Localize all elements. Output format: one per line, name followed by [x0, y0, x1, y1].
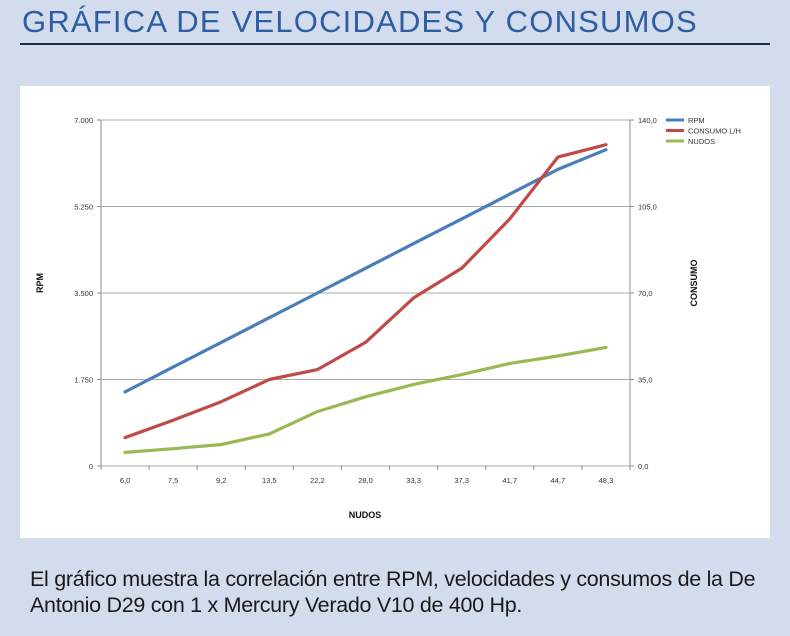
y2-tick-label: 105,0 [638, 203, 657, 212]
legend-label: NUDOS [688, 137, 715, 146]
y2-axis-title: CONSUMO [689, 260, 699, 307]
y-axis-title: RPM [35, 273, 45, 293]
x-tick-label: 9,2 [216, 476, 226, 485]
x-tick-label: 48,3 [599, 476, 614, 485]
y2-tick-label: 35,0 [638, 376, 653, 385]
y-tick-label: 7.000 [74, 116, 93, 125]
legend-label: CONSUMO L/H [688, 126, 741, 135]
chart-caption: El gráfico muestra la correlación entre … [30, 567, 756, 617]
series-line-consumo-l-h [123, 143, 608, 440]
series-line-rpm [123, 148, 608, 394]
y-tick-label: 0 [89, 462, 93, 471]
x-tick-label: 41,7 [502, 476, 517, 485]
title-divider [20, 43, 770, 45]
x-tick-label: 33,3 [406, 476, 421, 485]
y-tick-label: 5.250 [74, 203, 93, 212]
y2-tick-label: 70,0 [638, 289, 653, 298]
x-tick-label: 37,3 [454, 476, 469, 485]
y2-tick-label: 140,0 [638, 116, 657, 125]
x-tick-label: 22,2 [310, 476, 325, 485]
y-tick-label: 1.750 [74, 376, 93, 385]
x-tick-label: 7,5 [168, 476, 178, 485]
chart-panel: 0 1.750 3.500 5.250 7.000 0,0 35,0 70,0 105,0 140… [20, 86, 770, 538]
page-title: GRÁFICA DE VELOCIDADES Y CONSUMOS [22, 4, 698, 39]
y-tick-label: 3.500 [74, 289, 93, 298]
line-chart: 0 1.750 3.500 5.250 7.000 0,0 35,0 70,0 105,0 140… [35, 116, 741, 520]
legend-label: RPM [688, 116, 705, 125]
x-tick-label: 6,0 [120, 476, 130, 485]
series-line-nudos [123, 345, 608, 454]
x-tick-label: 28,0 [358, 476, 373, 485]
x-tick-label: 13,5 [262, 476, 277, 485]
x-tick-label: 44,7 [551, 476, 566, 485]
x-axis-title: NUDOS [349, 510, 382, 520]
y2-tick-label: 0,0 [638, 462, 648, 471]
